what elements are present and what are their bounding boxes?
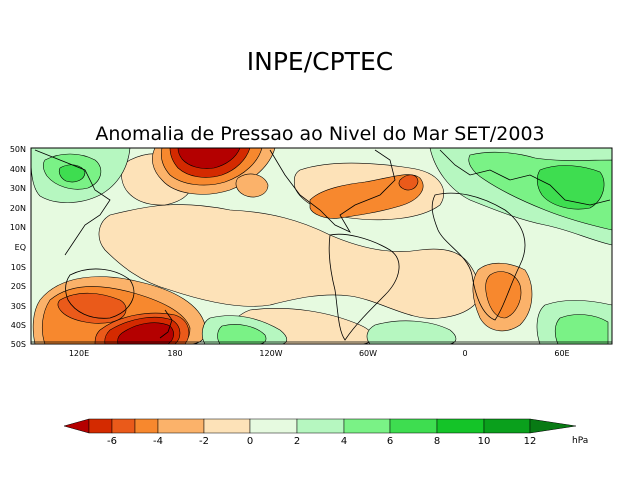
lat-label: 20N [10, 204, 26, 213]
colorbar-tick-label: 6 [387, 436, 393, 447]
lon-label: 180 [167, 349, 182, 358]
lat-label: 50N [10, 145, 26, 154]
map-border [30, 147, 613, 345]
subtitle: Anomalia de Pressao ao Nivel do Mar SET/… [95, 123, 544, 145]
anomaly-field [31, 148, 612, 344]
colorbar: -6 -4 -2 0 2 4 6 8 10 12 hPa [63, 418, 588, 447]
coastline-europe [439, 149, 611, 206]
coastline-australia [65, 268, 135, 319]
map-panel [30, 147, 613, 345]
lat-label: 50S [11, 340, 26, 349]
colorbar-segment [88, 418, 113, 434]
colorbar-segment [389, 418, 438, 434]
colorbar-tick-label: 0 [247, 436, 253, 447]
lat-label: 10N [10, 223, 26, 232]
lon-label: 120W [259, 349, 282, 358]
colorbar-tick-label: 2 [294, 436, 300, 447]
colorbar-segment [63, 418, 90, 434]
latitude-axis: 50N 40N 30N 20N 10N EQ 10S 20S 30S 40S 5… [10, 145, 26, 349]
colorbar-segment [343, 418, 391, 434]
anomaly-region [366, 320, 457, 344]
anomaly-region [554, 314, 609, 344]
lon-label: 60W [359, 349, 377, 358]
colorbar-tick-label: 12 [524, 436, 537, 447]
colorbar-segment [436, 418, 485, 434]
anomaly-region [398, 174, 419, 191]
colorbar-segment [157, 418, 205, 434]
colorbar-segment [249, 418, 298, 434]
longitude-axis: 120E 180 120W 60W 0 60E [69, 349, 570, 358]
lat-label: EQ [15, 243, 26, 252]
lat-label: 20S [11, 282, 26, 291]
colorbar-tick-label: 4 [341, 436, 347, 447]
colorbar-tick-label: -6 [107, 436, 117, 447]
colorbar-segment [134, 418, 159, 434]
anomaly-region [58, 164, 86, 183]
lat-label: 30S [11, 302, 26, 311]
colorbar-unit: hPa [572, 436, 588, 446]
lon-label: 0 [462, 349, 467, 358]
anomaly-region [536, 165, 605, 210]
anomaly-region [177, 148, 241, 169]
lon-label: 60E [554, 349, 569, 358]
colorbar-tick-label: -2 [199, 436, 209, 447]
coastlines [31, 149, 612, 343]
colorbar-segment [203, 418, 251, 434]
lat-label: 10S [11, 263, 26, 272]
lat-label: 40N [10, 165, 26, 174]
coastline-south-america [328, 233, 400, 341]
anomaly-region [98, 204, 482, 319]
colorbar-tick-label: -4 [153, 436, 163, 447]
colorbar-segment [529, 418, 577, 434]
lat-label: 30N [10, 184, 26, 193]
colorbar-segment [111, 418, 136, 434]
colorbar-segment [483, 418, 531, 434]
anomaly-region [117, 322, 174, 344]
coastline-north-america [269, 149, 396, 233]
colorbar-segment [296, 418, 345, 434]
colorbar-tick-label: 8 [434, 436, 440, 447]
anomaly-region [235, 173, 269, 198]
coastline-africa [431, 192, 526, 321]
colorbar-tick-label: 10 [478, 436, 491, 447]
coastline-new-zealand [159, 309, 173, 339]
title: INPE/CPTEC [247, 47, 393, 76]
anomaly-region [309, 174, 424, 219]
anomaly-region [57, 292, 127, 324]
coastline-asia [34, 149, 111, 256]
lat-label: 40S [11, 321, 26, 330]
lon-label: 120E [69, 349, 89, 358]
